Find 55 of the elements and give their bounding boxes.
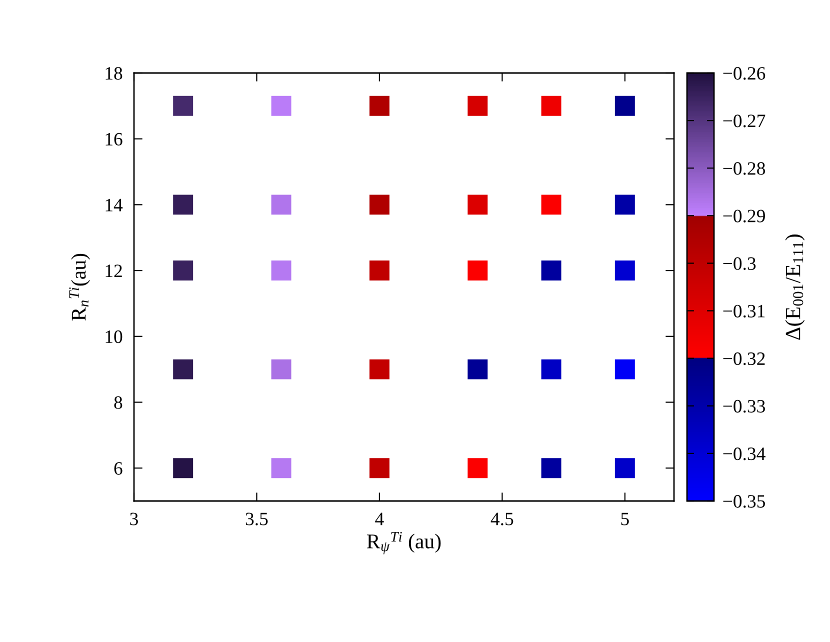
point xyxy=(614,260,635,281)
point xyxy=(541,260,562,281)
point xyxy=(173,359,194,380)
x-tick-label: 5 xyxy=(621,512,629,526)
point xyxy=(271,359,292,380)
color-bar-label: −0.32 xyxy=(723,352,765,366)
y-tick-label: 10 xyxy=(106,330,122,344)
point xyxy=(271,458,292,478)
point xyxy=(173,96,194,116)
x-axis-title: R$_{ψ}$$^{Ti}$ (au) xyxy=(366,532,441,554)
x-tick-label: 3 xyxy=(130,512,138,526)
y-tick-label: 8 xyxy=(114,396,122,409)
color-bar-label: −0.29 xyxy=(723,210,765,222)
y-axis-title: R$_{n}$$^{Ti}$(au) xyxy=(69,254,90,321)
color-bar-label: −0.34 xyxy=(723,447,766,460)
y-tick-label: 6 xyxy=(114,462,122,475)
point xyxy=(173,194,194,215)
point xyxy=(468,96,488,116)
point xyxy=(468,458,488,478)
point xyxy=(271,260,292,281)
point xyxy=(541,96,562,116)
point xyxy=(614,194,635,215)
y-tick-label: 18 xyxy=(106,67,122,80)
color-bar-label: −0.26 xyxy=(723,67,766,80)
point xyxy=(369,260,390,281)
point xyxy=(614,458,635,478)
color-bar-label: −0.3 xyxy=(723,257,756,270)
x-tick-label: 3.5 xyxy=(246,512,268,526)
point xyxy=(614,96,635,116)
point xyxy=(468,260,488,281)
color-bar-label: −0.28 xyxy=(723,162,766,175)
color-bar-label: −0.33 xyxy=(723,400,765,413)
point xyxy=(173,260,194,281)
point xyxy=(468,359,488,380)
color-bar-title: Δ(E$_{001}$/E$_{111}$) xyxy=(785,234,805,340)
color-bar-label: −0.35 xyxy=(723,495,765,508)
point xyxy=(468,194,488,215)
point xyxy=(541,458,562,478)
point xyxy=(369,96,390,116)
x-tick-label: 4 xyxy=(375,512,384,526)
point xyxy=(614,359,635,380)
x-tick-label: 4.5 xyxy=(490,512,514,526)
point xyxy=(173,458,194,478)
y-tick-label: 12 xyxy=(106,264,122,278)
point xyxy=(271,96,292,116)
point xyxy=(541,359,562,380)
point xyxy=(369,194,390,215)
point xyxy=(541,194,562,215)
y-tick-label: 14 xyxy=(106,198,123,212)
color-bar-label: −0.31 xyxy=(723,304,765,318)
point xyxy=(271,194,292,215)
point xyxy=(369,359,390,380)
point xyxy=(369,458,390,478)
y-tick-label: 16 xyxy=(106,132,122,146)
color-bar-label: −0.27 xyxy=(723,114,766,128)
